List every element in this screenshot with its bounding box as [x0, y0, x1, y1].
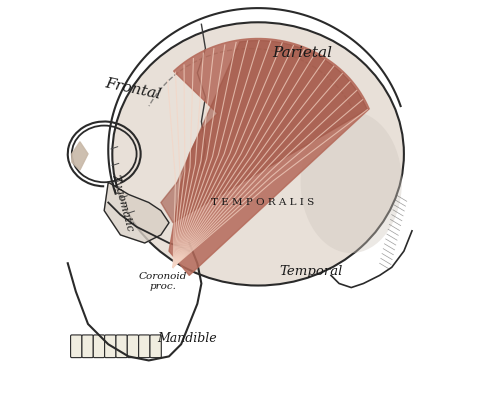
Polygon shape — [72, 142, 88, 170]
FancyBboxPatch shape — [150, 335, 162, 358]
FancyBboxPatch shape — [82, 335, 94, 358]
Ellipse shape — [112, 22, 404, 286]
Ellipse shape — [300, 111, 402, 253]
Polygon shape — [161, 40, 368, 223]
Text: Temporal: Temporal — [279, 265, 342, 278]
Polygon shape — [104, 182, 169, 243]
FancyBboxPatch shape — [138, 335, 150, 358]
Text: T E M P O R A L I S: T E M P O R A L I S — [210, 198, 314, 207]
FancyBboxPatch shape — [116, 335, 128, 358]
Text: Mandible: Mandible — [158, 332, 217, 345]
FancyBboxPatch shape — [70, 335, 82, 358]
Text: Frontal: Frontal — [103, 76, 162, 102]
FancyBboxPatch shape — [94, 335, 104, 358]
FancyBboxPatch shape — [128, 335, 138, 358]
Polygon shape — [169, 38, 369, 275]
Text: Parietal: Parietal — [272, 46, 332, 60]
Text: Coronoid
proc.: Coronoid proc. — [138, 272, 187, 291]
Text: Zygomatic: Zygomatic — [110, 173, 135, 232]
FancyBboxPatch shape — [104, 335, 116, 358]
